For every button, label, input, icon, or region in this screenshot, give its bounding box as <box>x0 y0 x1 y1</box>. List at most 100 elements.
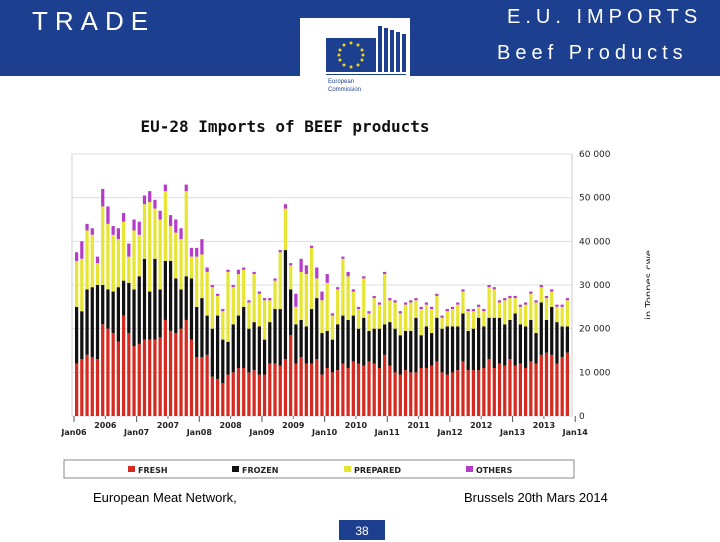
bar-others <box>80 241 84 259</box>
bar-others <box>398 311 402 314</box>
bar-frozen <box>372 328 376 364</box>
bar-frozen <box>273 309 277 364</box>
bar-frozen <box>529 319 533 362</box>
bar-others <box>116 228 120 240</box>
bar-frozen <box>195 306 199 358</box>
bar-others <box>111 226 115 235</box>
bar-frozen <box>393 328 397 373</box>
bar-frozen <box>440 328 444 373</box>
bar-fresh <box>450 372 455 416</box>
bar-others <box>189 247 194 257</box>
bar-prepared <box>341 258 345 316</box>
bar-frozen <box>242 306 246 368</box>
x-tick-label-jan: Jan09 <box>248 428 275 437</box>
bar-others <box>127 243 131 257</box>
bar-frozen <box>565 326 570 353</box>
bar-others <box>231 285 235 288</box>
bar-prepared <box>529 293 533 320</box>
bar-fresh <box>299 357 303 416</box>
bar-frozen <box>111 291 115 334</box>
header: TRADE E.U. IMPORTS Beef Products Europea… <box>0 0 720 100</box>
bar-fresh <box>268 363 272 416</box>
bar-others <box>179 228 183 240</box>
bar-fresh <box>362 365 366 416</box>
bar-fresh <box>377 367 382 416</box>
bar-fresh <box>85 354 89 416</box>
bar-prepared <box>283 208 288 251</box>
bar-fresh <box>200 357 204 416</box>
bar-others <box>534 300 538 303</box>
bar-fresh <box>508 359 512 416</box>
bar-prepared <box>309 247 314 310</box>
bar-prepared <box>414 300 418 318</box>
bar-others <box>503 298 507 301</box>
bar-frozen <box>456 326 460 371</box>
bar-others <box>283 204 288 209</box>
bar-prepared <box>289 265 293 290</box>
bar-prepared <box>336 289 340 325</box>
bar-fresh <box>106 328 110 416</box>
bar-prepared <box>440 317 444 329</box>
bar-prepared <box>518 306 523 325</box>
x-tick-label-jan: Jan11 <box>374 428 401 437</box>
y-tick-label: 20 000 <box>579 325 611 335</box>
bar-fresh <box>142 339 147 416</box>
bar-others <box>289 263 293 266</box>
bar-prepared <box>362 278 366 318</box>
bar-prepared <box>205 271 209 316</box>
bar-prepared <box>304 274 308 327</box>
bar-fresh <box>215 378 220 416</box>
bar-frozen <box>247 328 251 373</box>
bar-prepared <box>95 263 100 285</box>
bar-prepared <box>247 302 251 329</box>
bar-frozen <box>430 333 434 366</box>
legend-box <box>63 459 575 479</box>
bar-prepared <box>555 306 559 323</box>
bar-frozen <box>487 317 491 360</box>
bar-fresh <box>315 359 319 416</box>
bar-prepared <box>278 252 282 310</box>
imports-heading: E.U. IMPORTS <box>507 6 703 28</box>
bar-fresh <box>492 367 496 416</box>
bar-frozen <box>325 330 329 368</box>
bar-others <box>403 302 408 305</box>
bar-others <box>414 298 418 301</box>
bar-prepared <box>351 291 355 316</box>
bar-others <box>518 304 523 307</box>
bar-others <box>430 306 434 310</box>
bar-frozen <box>362 317 366 366</box>
bar-others <box>388 298 392 301</box>
legend-label: PREPARED <box>354 466 401 475</box>
bar-fresh <box>477 370 481 416</box>
bar-prepared <box>456 304 460 327</box>
bar-fresh <box>409 372 413 416</box>
bar-fresh <box>393 372 397 416</box>
bar-frozen <box>85 289 89 355</box>
bar-frozen <box>309 309 314 364</box>
bar-frozen <box>252 322 256 371</box>
bar-others <box>132 219 136 231</box>
legend-swatch <box>344 466 351 472</box>
bar-prepared <box>356 309 361 329</box>
bar-prepared <box>330 315 335 340</box>
bar-others <box>508 295 512 299</box>
bar-fresh <box>539 354 543 416</box>
bar-others <box>456 302 460 305</box>
bar-frozen <box>356 328 361 364</box>
bar-prepared <box>403 304 408 331</box>
bar-prepared <box>492 289 496 318</box>
x-tick-label-year: 2007 <box>157 421 179 430</box>
bar-others <box>158 210 162 220</box>
bar-others <box>174 219 178 233</box>
bar-frozen <box>205 315 209 355</box>
bar-others <box>168 215 173 227</box>
bar-others <box>85 223 89 231</box>
bar-prepared <box>273 280 277 310</box>
bar-others <box>544 295 549 299</box>
bar-fresh <box>398 374 402 416</box>
logo-text-european: European <box>328 79 354 85</box>
bar-fresh <box>565 352 570 416</box>
bar-frozen <box>518 324 523 364</box>
bar-prepared <box>377 304 382 329</box>
bar-fresh <box>221 383 225 416</box>
